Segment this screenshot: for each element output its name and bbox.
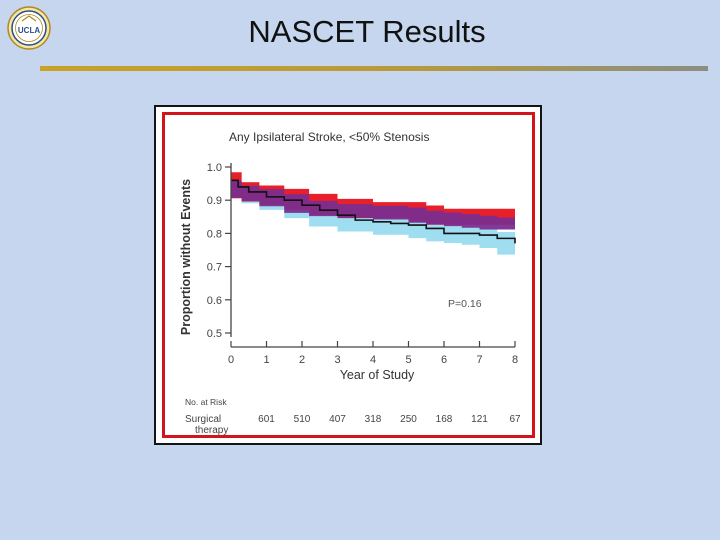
x-tick-label: 3 — [334, 354, 340, 366]
confidence-bands — [231, 172, 515, 255]
y-axis-label: Proportion without Events — [179, 179, 193, 335]
chart-title: Any Ipsilateral Stroke, <50% Stenosis — [229, 130, 429, 144]
p-value-annotation: P=0.16 — [448, 298, 482, 310]
x-tick-label: 6 — [441, 354, 447, 366]
survival-curves — [231, 179, 516, 244]
risk-count: 168 — [436, 414, 453, 425]
series-line-3 — [231, 179, 516, 244]
risk-count: 407 — [329, 414, 346, 425]
risk-table-values: 601 510 407 318 250 168 121 67 — [258, 414, 521, 425]
km-survival-chart: Any Ipsilateral Stroke, <50% Stenosis Pr… — [179, 130, 521, 436]
risk-count: 67 — [509, 414, 521, 425]
risk-count: 250 — [400, 414, 417, 425]
figure-frame: Any Ipsilateral Stroke, <50% Stenosis Pr… — [154, 105, 542, 445]
risk-table-header: No. at Risk — [185, 397, 227, 407]
risk-row-label-2: therapy — [195, 425, 228, 436]
x-tick-label: 1 — [263, 354, 269, 366]
risk-count: 510 — [294, 414, 311, 425]
risk-row-label-1: Surgical — [185, 414, 221, 425]
x-tick-label: 8 — [512, 354, 518, 366]
y-tick-label: 0.6 — [207, 295, 222, 307]
risk-count: 318 — [365, 414, 382, 425]
y-tick-label: 0.9 — [207, 195, 222, 207]
figure-border: Any Ipsilateral Stroke, <50% Stenosis Pr… — [162, 112, 535, 438]
x-tick-label: 2 — [299, 354, 305, 366]
x-tick-label: 7 — [476, 354, 482, 366]
tick-labels: 1.0 0.9 0.8 0.7 0.6 0.5 0 1 2 3 4 5 6 7 8 — [207, 162, 518, 366]
ucla-seal-logo: UCLA — [7, 6, 51, 50]
y-tick-label: 1.0 — [207, 162, 222, 174]
series-band-1 — [231, 180, 515, 230]
title-divider — [40, 66, 708, 71]
slide-title: NASCET Results — [248, 14, 486, 49]
risk-count: 601 — [258, 414, 275, 425]
y-tick-label: 0.5 — [207, 328, 222, 340]
x-tick-label: 0 — [228, 354, 234, 366]
x-axis-label: Year of Study — [340, 368, 415, 382]
risk-count: 121 — [471, 414, 488, 425]
x-tick-label: 4 — [370, 354, 376, 366]
y-tick-label: 0.7 — [207, 262, 222, 274]
x-tick-label: 5 — [405, 354, 411, 366]
logo-text: UCLA — [18, 26, 40, 35]
y-tick-label: 0.8 — [207, 228, 222, 240]
